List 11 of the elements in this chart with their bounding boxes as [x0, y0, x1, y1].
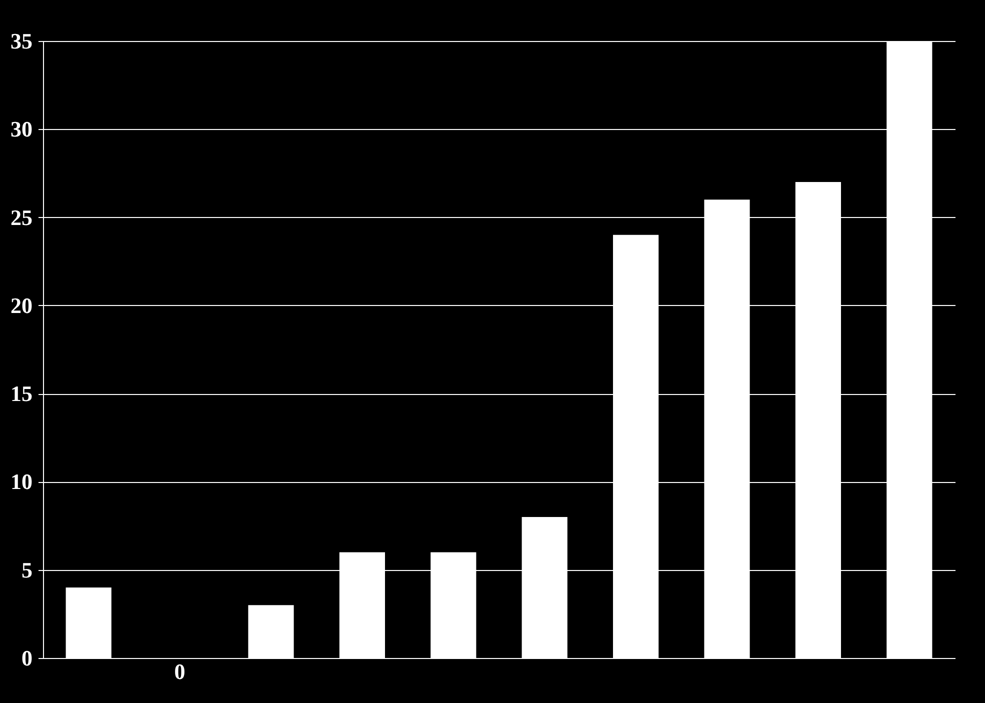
y-tick-label: 5 [22, 557, 32, 582]
y-tick-label: 0 [22, 646, 32, 670]
bar [66, 587, 112, 658]
y-tick-label: 20 [10, 292, 32, 318]
data-label: 0 [174, 659, 186, 684]
bar [248, 605, 294, 658]
y-tick-label: 30 [10, 116, 32, 142]
y-tick-label: 35 [10, 28, 32, 54]
y-tick-label: 15 [10, 381, 32, 406]
y-tick-label: 10 [10, 469, 32, 494]
y-tick-label: 25 [10, 204, 32, 230]
